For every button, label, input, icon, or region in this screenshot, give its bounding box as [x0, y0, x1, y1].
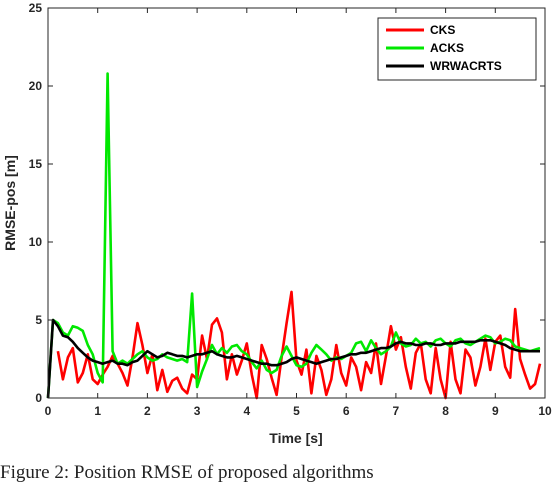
series-line-cks — [56, 290, 542, 400]
y-tick-label: 5 — [35, 313, 42, 327]
x-tick-label: 4 — [243, 404, 250, 418]
legend-label-acks: ACKS — [430, 41, 464, 55]
x-tick-label: 6 — [343, 404, 350, 418]
x-tick-label: 3 — [194, 404, 201, 418]
x-tick-label: 1 — [94, 404, 101, 418]
x-tick-label: 7 — [393, 404, 400, 418]
y-tick-label: 10 — [29, 235, 43, 249]
series-line-wrwacrts — [46, 318, 540, 399]
x-tick-label: 10 — [538, 404, 552, 418]
series-line-acks — [46, 72, 541, 399]
x-tick-label: 8 — [442, 404, 449, 418]
y-axis-label: RMSE-pos [m] — [2, 155, 18, 251]
x-tick-label: 5 — [293, 404, 300, 418]
x-tick-label: 9 — [492, 404, 499, 418]
legend-label-cks: CKS — [430, 23, 455, 37]
legend-label-wrwacrts: WRWACRTS — [430, 59, 502, 73]
y-ticks: 0 5 10 15 20 25 — [29, 1, 545, 405]
y-tick-label: 0 — [35, 391, 42, 405]
y-tick-label: 20 — [29, 79, 43, 93]
y-tick-label: 15 — [29, 157, 43, 171]
y-tick-label: 25 — [29, 1, 43, 15]
x-tick-label: 0 — [45, 404, 52, 418]
x-axis-label: Time [s] — [269, 430, 322, 446]
series-layer — [46, 72, 542, 400]
x-ticks: 0 1 2 3 4 5 6 7 8 9 10 — [45, 8, 552, 418]
x-tick-label: 2 — [144, 404, 151, 418]
legend: CKS ACKS WRWACRTS — [377, 17, 537, 81]
figure-caption: Figure 2: Position RMSE of proposed algo… — [0, 462, 374, 483]
